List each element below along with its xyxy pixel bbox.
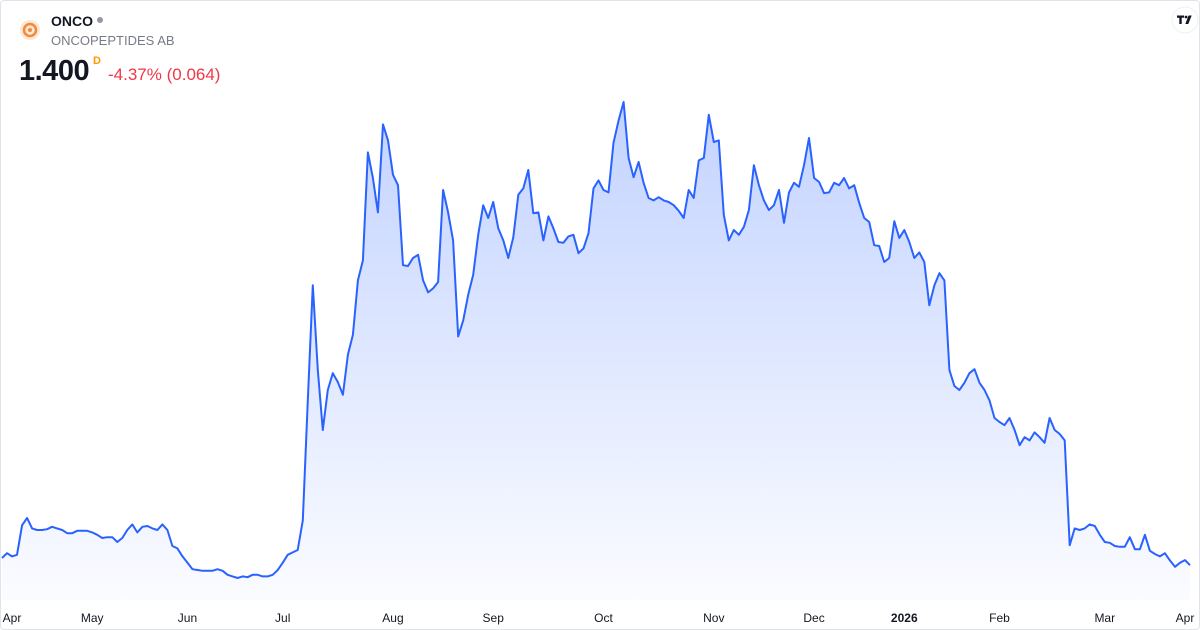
change: -4.37% (0.064) xyxy=(108,65,220,85)
x-tick-label: Jun xyxy=(178,611,197,625)
x-tick-label: 2026 xyxy=(891,611,918,625)
x-tick-label: Aug xyxy=(382,611,403,625)
x-tick-label: Oct xyxy=(594,611,613,625)
status-dot xyxy=(97,17,103,23)
tradingview-logo[interactable] xyxy=(1170,6,1200,34)
x-tick-label: Dec xyxy=(803,611,824,625)
x-tick-label: Apr xyxy=(3,611,22,625)
x-tick-label: Feb xyxy=(989,611,1010,625)
area-fill xyxy=(2,102,1190,600)
company-name: ONCOPEPTIDES AB xyxy=(51,33,175,48)
company-logo xyxy=(20,20,40,40)
price: 1.400 xyxy=(19,55,90,87)
x-tick-label: Apr xyxy=(1176,611,1195,625)
change-amount: (0.064) xyxy=(166,65,221,84)
symbol[interactable]: ONCO xyxy=(51,13,93,29)
price-line xyxy=(1,101,1191,579)
x-tick-label: Jul xyxy=(275,611,290,625)
x-tick-label: Mar xyxy=(1094,611,1115,625)
x-tick-label: May xyxy=(81,611,104,625)
x-tick-label: Nov xyxy=(703,611,724,625)
price-flag: D xyxy=(93,55,101,67)
x-tick-label: Sep xyxy=(483,611,505,625)
change-percent: -4.37% xyxy=(108,65,162,84)
